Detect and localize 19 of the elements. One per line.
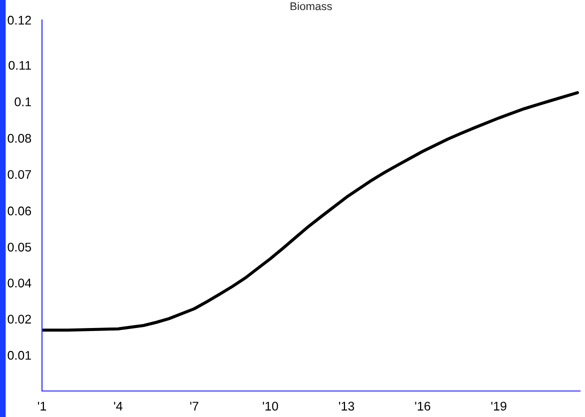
y-tick-label: 0.06: [8, 206, 32, 216]
line-series: [42, 91, 579, 332]
x-tick-label: '10: [262, 402, 278, 411]
y-tick-label: 0.11: [8, 60, 31, 70]
y-tick-label: 0.12: [8, 16, 31, 25]
x-tick-label: '4: [114, 402, 122, 410]
x-tick-label: '7: [190, 402, 198, 410]
x-tick-label: '1: [38, 402, 46, 410]
chart-title: Biomass: [290, 2, 332, 10]
x-tick-label: '19: [491, 402, 506, 411]
y-tick-label: 0.08: [8, 134, 32, 143]
y-tick-label: 0.02: [8, 314, 31, 324]
y-tick-label: 0.04: [8, 278, 32, 288]
y-tick-label: 0.05: [8, 242, 32, 252]
x-tick-label: '16: [415, 402, 430, 411]
y-tick-label: 0.01: [8, 350, 31, 360]
y-tick-label: 0.1: [14, 97, 31, 106]
x-tick-label: '13: [339, 402, 354, 411]
y-tick-label: 0.07: [8, 170, 31, 179]
